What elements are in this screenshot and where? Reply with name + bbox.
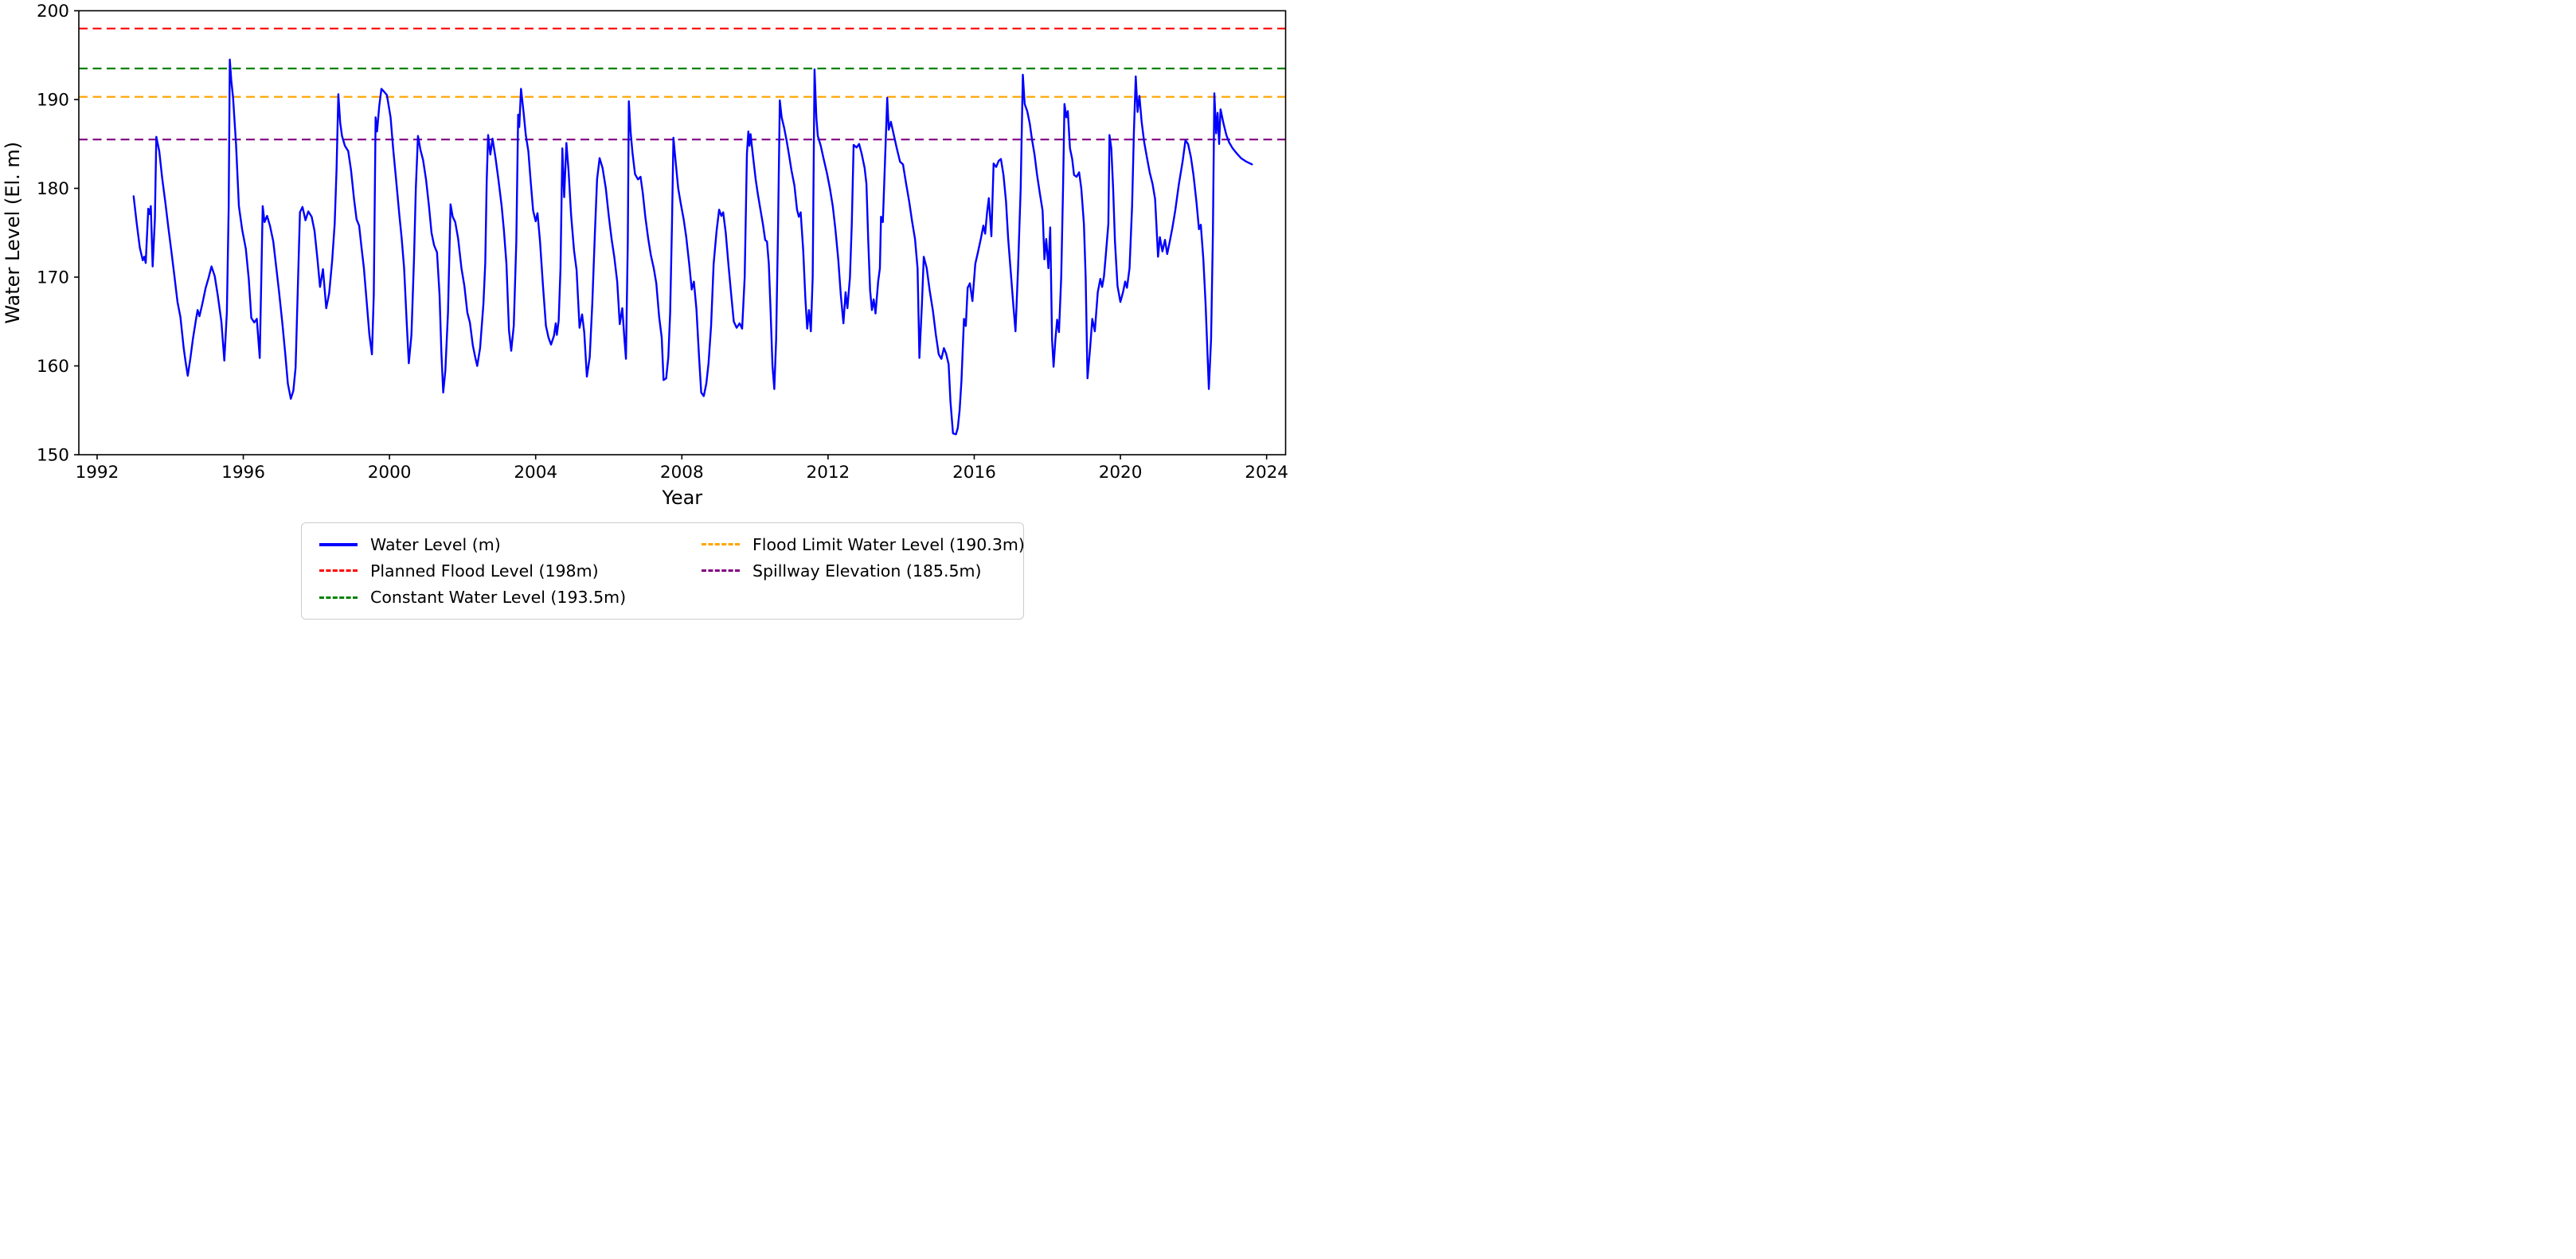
legend-label: Constant Water Level (193.5m) <box>370 588 627 608</box>
water-level-series-line <box>132 58 1253 436</box>
x-tick-label-2004: 2004 <box>514 463 557 483</box>
y-tick-label-180: 180 <box>37 179 69 199</box>
x-tick-label-1992: 1992 <box>76 463 119 483</box>
legend-item-spillway-elevation: Spillway Elevation (185.5m) <box>702 557 1025 584</box>
constant-water-line-swatch <box>319 596 358 599</box>
legend-item-constant-water-level: Constant Water Level (193.5m) <box>319 585 694 611</box>
x-tick-label-2024: 2024 <box>1245 463 1288 483</box>
water-level-figure: 1992 1996 2000 2004 2008 2012 2016 2020 2024 150 1… <box>0 0 1288 629</box>
legend-label: Water Level (m) <box>370 534 501 554</box>
legend-label: Flood Limit Water Level (190.3m) <box>752 534 1025 554</box>
x-tick-label-2000: 2000 <box>368 463 412 483</box>
x-tick-label-1996: 1996 <box>221 463 265 483</box>
plot-border <box>78 10 1287 456</box>
x-axis-label: Year <box>661 487 702 509</box>
water-level-chart: 1992 1996 2000 2004 2008 2012 2016 2020 2024 150 1… <box>2 2 1288 509</box>
water-level-line-swatch <box>319 542 358 546</box>
x-tick-label-2020: 2020 <box>1099 463 1143 483</box>
legend: Water Level (m) Planned Flood Level (198… <box>301 522 1025 620</box>
y-tick-label-160: 160 <box>37 357 69 377</box>
y-tick-label-190: 190 <box>37 91 69 111</box>
y-tick-label-200: 200 <box>37 2 69 22</box>
spillway-line-swatch <box>702 569 740 573</box>
y-tick-label-150: 150 <box>37 446 69 466</box>
y-axis-label: Water Level (El. m) <box>2 142 24 324</box>
legend-label: Planned Flood Level (198m) <box>370 561 599 581</box>
legend-item-planned-flood-level: Planned Flood Level (198m) <box>319 557 694 584</box>
flood-limit-line-swatch <box>702 543 740 546</box>
planned-flood-line-swatch <box>319 569 358 573</box>
legend-label: Spillway Elevation (185.5m) <box>752 561 982 581</box>
x-tick-label-2016: 2016 <box>952 463 996 483</box>
legend-item-water-level: Water Level (m) <box>319 531 694 557</box>
x-tick-label-2008: 2008 <box>660 463 704 483</box>
legend-item-flood-limit-water-level: Flood Limit Water Level (190.3m) <box>702 531 1025 557</box>
y-tick-label-170: 170 <box>37 268 69 288</box>
x-tick-label-2012: 2012 <box>807 463 850 483</box>
